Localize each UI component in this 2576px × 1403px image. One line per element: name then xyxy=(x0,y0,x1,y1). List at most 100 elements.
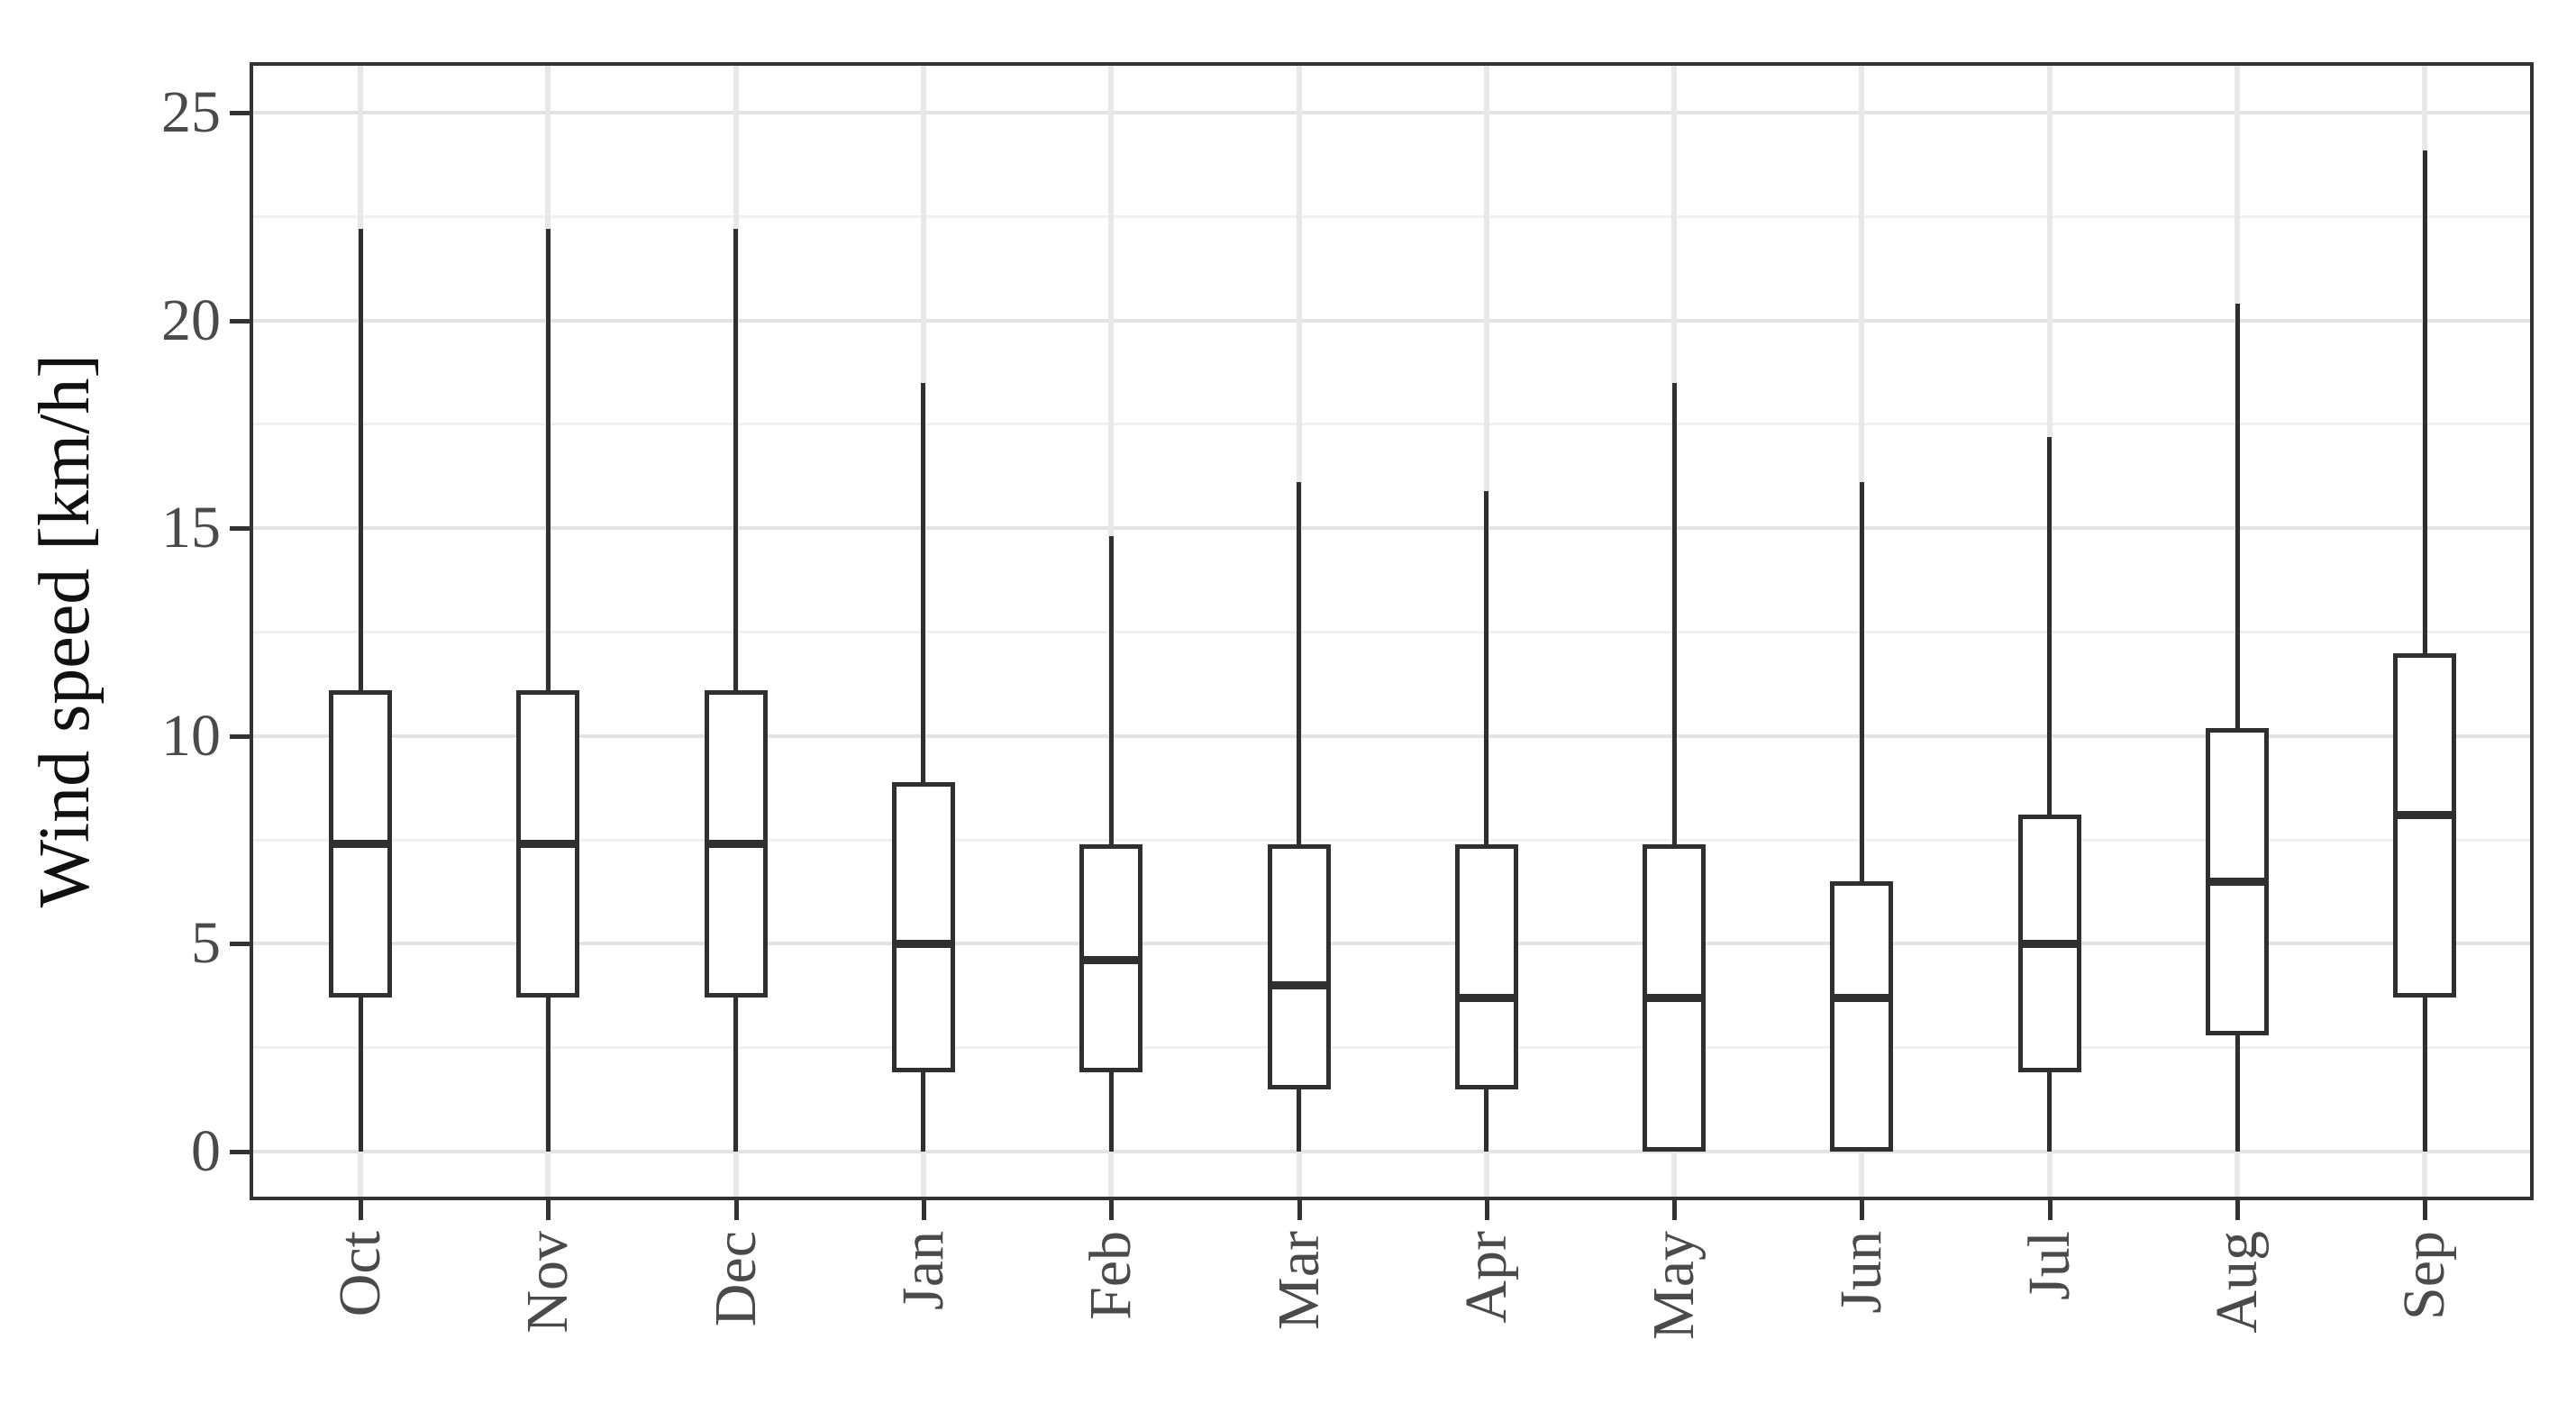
x-tick-label: Jul xyxy=(2016,1231,2082,1301)
x-tick-mark xyxy=(733,1200,739,1220)
y-tick-mark xyxy=(230,526,250,532)
x-tick-mark xyxy=(359,1200,363,1220)
x-tick-label-wrap: Oct xyxy=(320,1231,401,1403)
whisker-upper xyxy=(1859,482,1864,882)
x-tick-label-wrap: Mar xyxy=(1259,1231,1340,1403)
y-axis-title-area: Wind speed [km/h] xyxy=(14,62,117,1200)
x-tick-mark xyxy=(2047,1200,2053,1220)
gridline-minor xyxy=(253,838,2530,842)
median-line xyxy=(329,840,392,849)
whisker-upper xyxy=(545,229,551,691)
whisker-upper xyxy=(1484,490,1489,844)
x-tick-label: Jan xyxy=(889,1231,956,1310)
median-line xyxy=(2206,877,2269,886)
gridline-major xyxy=(253,318,2530,323)
median-line xyxy=(891,939,955,948)
whisker-lower xyxy=(358,998,363,1152)
x-tick-mark xyxy=(1484,1200,1489,1220)
whisker-upper xyxy=(2235,304,2240,728)
median-line xyxy=(2017,939,2081,948)
median-line xyxy=(516,840,580,849)
gridline-minor xyxy=(253,214,2530,218)
x-tick-label-wrap: Jun xyxy=(1821,1231,1902,1403)
whisker-upper xyxy=(358,229,363,691)
gridline-minor xyxy=(253,631,2530,633)
x-tick-label: Feb xyxy=(1078,1231,1144,1320)
whisker-upper xyxy=(2422,150,2427,653)
median-line xyxy=(1267,981,1331,990)
whisker-lower xyxy=(921,1072,926,1152)
boxplot-box-jan xyxy=(891,781,955,1073)
x-tick-mark xyxy=(921,1200,926,1220)
x-tick-label: Apr xyxy=(1452,1231,1519,1324)
x-tick-mark xyxy=(2423,1200,2428,1220)
y-tick-label: 5 xyxy=(191,910,221,977)
median-line xyxy=(1830,993,1894,1002)
gridline-major xyxy=(253,111,2530,114)
x-tick-label-wrap: Jan xyxy=(883,1231,964,1403)
gridline-major xyxy=(253,1150,2530,1153)
y-tick-mark xyxy=(230,942,250,947)
x-tick-label: Oct xyxy=(327,1231,393,1317)
y-tick-mark xyxy=(230,318,250,323)
x-tick-label: May xyxy=(1641,1231,1707,1340)
boxplot-box-apr xyxy=(1454,843,1518,1089)
whisker-upper xyxy=(921,382,926,782)
x-tick-label-wrap: May xyxy=(1634,1231,1715,1403)
median-line xyxy=(704,840,768,849)
median-line xyxy=(2393,810,2457,819)
x-tick-label: Mar xyxy=(1265,1231,1332,1330)
x-tick-label: Dec xyxy=(702,1231,769,1327)
y-tick-label: 10 xyxy=(161,702,221,769)
x-tick-label: Jun xyxy=(1828,1231,1895,1314)
boxplot-box-sep xyxy=(2393,652,2457,998)
whisker-lower xyxy=(2047,1072,2053,1152)
whisker-lower xyxy=(2235,1034,2240,1152)
whisker-lower xyxy=(545,998,551,1152)
x-tick-label-wrap: Nov xyxy=(507,1231,588,1403)
x-tick-label: Sep xyxy=(2391,1231,2458,1320)
y-tick-mark xyxy=(230,111,250,115)
plot-panel xyxy=(250,62,2534,1200)
gridline-minor xyxy=(253,423,2530,426)
whisker-lower xyxy=(2422,998,2427,1152)
median-line xyxy=(1454,993,1518,1002)
x-tick-label-wrap: Aug xyxy=(2197,1231,2278,1403)
boxplot-box-mar xyxy=(1267,843,1331,1089)
x-tick-mark xyxy=(1297,1200,1302,1220)
y-tick-mark xyxy=(230,733,250,739)
whisker-lower xyxy=(1484,1089,1489,1152)
x-tick-mark xyxy=(1860,1200,1865,1220)
x-tick-mark xyxy=(1109,1200,1115,1220)
y-tick-mark xyxy=(230,1150,250,1154)
whisker-lower xyxy=(1108,1072,1114,1152)
whisker-upper xyxy=(1671,382,1677,844)
y-tick-label: 20 xyxy=(161,287,221,353)
median-line xyxy=(1643,993,1707,1002)
x-tick-label-wrap: Apr xyxy=(1446,1231,1527,1403)
whisker-upper xyxy=(733,229,739,691)
x-tick-label-wrap: Jul xyxy=(2009,1231,2090,1403)
whisker-upper xyxy=(2047,436,2053,815)
x-tick-mark xyxy=(546,1200,551,1220)
gridline-major xyxy=(253,526,2530,531)
x-tick-label-wrap: Dec xyxy=(696,1231,777,1403)
y-tick-label: 15 xyxy=(161,495,221,561)
gridline-minor xyxy=(253,1046,2530,1050)
x-tick-mark xyxy=(1672,1200,1678,1220)
whisker-upper xyxy=(1108,536,1114,844)
x-tick-label: Nov xyxy=(514,1231,581,1334)
whisker-upper xyxy=(1297,482,1301,844)
median-line xyxy=(1079,956,1143,965)
whisker-lower xyxy=(1297,1089,1301,1152)
y-axis-title: Wind speed [km/h] xyxy=(25,354,105,908)
boxplot-box-jun xyxy=(1830,881,1894,1152)
x-tick-label-wrap: Sep xyxy=(2384,1231,2465,1403)
y-tick-label: 25 xyxy=(161,79,221,145)
y-tick-label: 0 xyxy=(191,1118,221,1184)
x-tick-mark xyxy=(2235,1200,2240,1220)
x-tick-label: Aug xyxy=(2204,1231,2270,1334)
gridline-major xyxy=(253,733,2530,738)
x-tick-label-wrap: Feb xyxy=(1070,1231,1151,1403)
